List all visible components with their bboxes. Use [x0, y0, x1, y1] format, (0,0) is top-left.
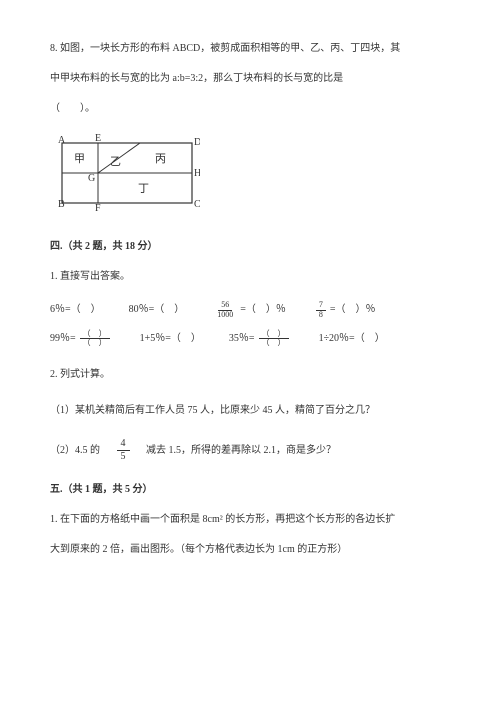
label-C: C — [194, 199, 200, 210]
q8-line1: 8. 如图，一块长方形的布料 ABCD，被剪成面积相等的甲、乙、丙、丁四块，其 — [50, 40, 450, 58]
frac-56-1000: 56 1000 — [214, 301, 236, 320]
s4-q1-row2: 99％= （ ） （ ） 1+5％=（ ） 35％= （ ） （ ） 1÷20％… — [50, 330, 450, 349]
r2c1: 99％= （ ） （ ） — [50, 330, 112, 349]
r1c4: 7 8 =（ ）％ — [314, 301, 376, 320]
r1c3: 56 1000 =（ ）％ — [212, 301, 286, 320]
s5-q1-line2: 大到原来的 2 倍，画出图形。（每个方格代表边长为 1cm 的正方形） — [50, 541, 450, 559]
label-G: G — [88, 173, 95, 184]
label-E: E — [95, 133, 101, 144]
s5-q1-line1: 1. 在下面的方格纸中画一个面积是 8cm² 的长方形，再把这个长方形的各边长扩 — [50, 511, 450, 529]
s4-q1-row1: 6％=（ ） 80％=（ ） 56 1000 =（ ）％ 7 8 =（ ）％ — [50, 301, 450, 320]
section5-title: 五.（共 1 题，共 5 分） — [50, 481, 450, 499]
s4-q2-p2: （2）4.5 的 4 5 减去 1.5，所得的差再除以 2.1，商是多少？ — [50, 438, 450, 463]
frac-4-5: 4 5 — [117, 438, 130, 463]
s4-q1-title: 1. 直接写出答案。 — [50, 268, 450, 286]
label-B: B — [58, 199, 65, 210]
label-bing: 丙 — [155, 153, 166, 165]
s4-q2-p1: （1）某机关精简后有工作人员 75 人，比原来少 45 人，精简了百分之几？ — [50, 402, 450, 420]
r1c2: 80％=（ ） — [129, 301, 185, 319]
r2c4: 1÷20％=（ ） — [319, 330, 385, 348]
r1c1: 6％=（ ） — [50, 301, 101, 319]
frac-blank-1: （ ） （ ） — [80, 330, 110, 349]
section4-title: 四.（共 2 题，共 18 分） — [50, 238, 450, 256]
label-F: F — [95, 203, 101, 211]
s4-q2-title: 2. 列式计算。 — [50, 366, 450, 384]
q8-line3: （ ）。 — [50, 100, 450, 118]
rectangle-diagram-svg: A E D G H B F C 甲 乙 丙 丁 — [50, 133, 200, 211]
label-A: A — [58, 135, 66, 146]
frac-7-8: 7 8 — [316, 301, 326, 320]
q8-line2: 中甲块布料的长与宽的比为 a:b=3:2，那么丁块布料的长与宽的比是 — [50, 70, 450, 88]
label-yi: 乙 — [110, 155, 121, 168]
label-H: H — [194, 168, 200, 179]
frac-blank-2: （ ） （ ） — [259, 330, 289, 349]
q8-diagram: A E D G H B F C 甲 乙 丙 丁 — [50, 133, 450, 218]
label-ding: 丁 — [138, 183, 149, 195]
r2c3: 35％= （ ） （ ） — [229, 330, 291, 349]
label-D: D — [194, 137, 200, 148]
label-jia: 甲 — [74, 153, 85, 165]
r2c2: 1+5％=（ ） — [140, 330, 201, 348]
